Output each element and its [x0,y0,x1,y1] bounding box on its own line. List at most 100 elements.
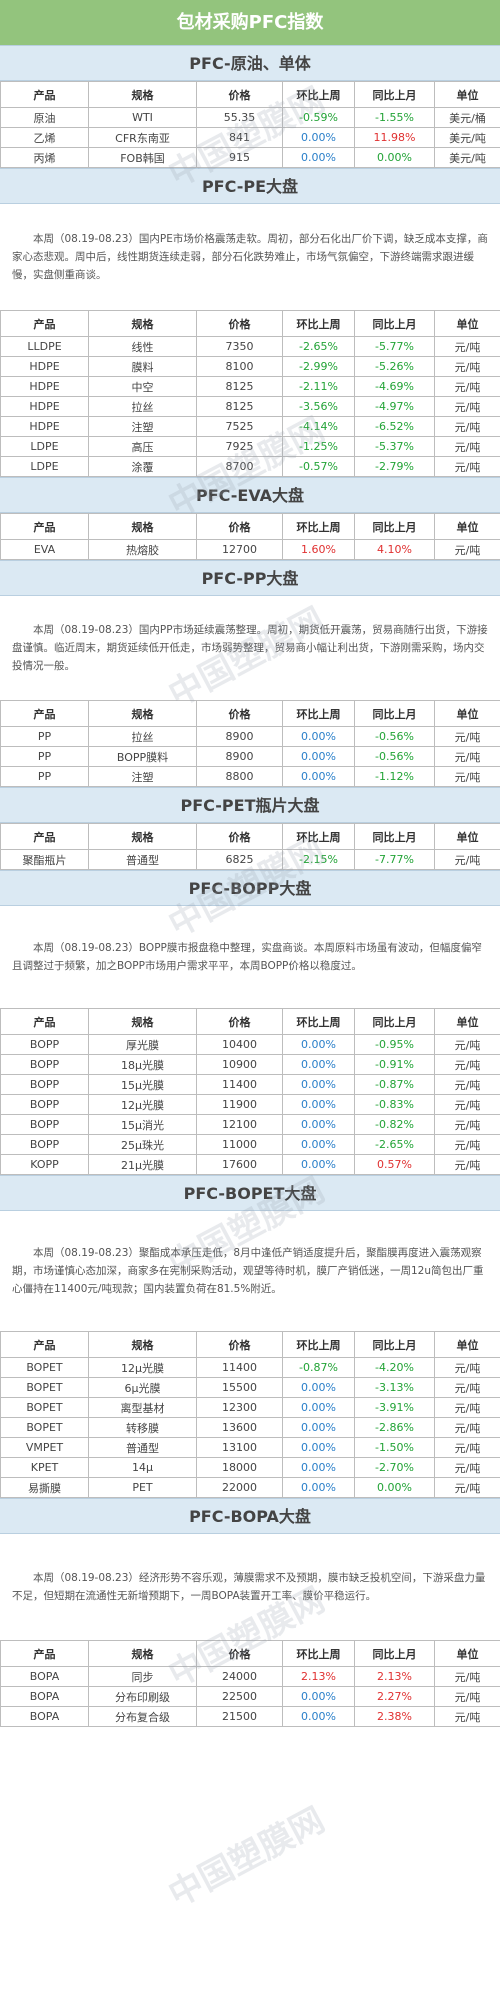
table-cell: KPET [0,1457,89,1478]
table-cell: 0.00% [282,1074,355,1095]
table-cell: 0.00% [282,1706,355,1727]
table-cell: 注塑 [88,766,197,787]
table-header-row: 产品 规格 价格 环比上周 同比上月 单位 [0,81,500,108]
table-cell: HDPE [0,396,89,417]
table-cell: 元/吨 [434,849,500,870]
table-cell: BOPP [0,1074,89,1095]
column-header: 单位 [434,1640,500,1667]
table-cell: -1.12% [354,766,435,787]
section-intro: 本周（08.19-08.23）BOPP膜市报盘稳中整理，实盘商谈。本周原料市场虽… [12,942,482,972]
table-cell: 0.00% [282,1397,355,1418]
table-cell: 0.00% [354,147,435,168]
table-header-row: 产品 规格 价格 环比上周 同比上月 单位 [0,513,500,540]
table-cell: -0.57% [282,456,355,477]
column-header: 规格 [88,310,197,337]
table-cell: 15μ光膜 [88,1074,197,1095]
table-cell: 转移膜 [88,1417,197,1438]
table-cell: 拉丝 [88,726,197,747]
table-cell: 分布印刷级 [88,1686,197,1707]
section-intro: 本周（08.19-08.23）国内PP市场延续震荡整理。周初，期货低开震荡，贸易… [12,624,488,672]
column-header: 单位 [434,513,500,540]
table-cell: -0.95% [354,1034,435,1055]
price-table: 产品 规格 价格 环比上周 同比上月 单位 BOPP 厚光膜 10400 0.00% -0.95% 元… [0,1008,500,1175]
table-cell: -2.65% [282,336,355,357]
table-cell: 元/吨 [434,1706,500,1727]
table-cell: 2.38% [354,1706,435,1727]
section-intro: 本周（08.19-08.23）聚酯成本承压走低，8月中逢低产销适度提升后，聚酯膜… [12,1247,484,1295]
table-cell: 美元/桶 [434,107,500,128]
table-cell: 12700 [196,539,283,560]
table-cell: 22500 [196,1686,283,1707]
table-cell: 热熔胶 [88,539,197,560]
section-intro: 本周（08.19-08.23）国内PE市场价格震荡走软。周初，部分石化出厂价下调… [12,233,488,281]
column-header: 产品 [0,81,89,108]
table-cell: 18μ光膜 [88,1054,197,1075]
table-cell: BOPP [0,1034,89,1055]
table-header-row: 产品 规格 价格 环比上周 同比上月 单位 [0,700,500,727]
table-cell: 25μ珠光 [88,1134,197,1155]
table-cell: 元/吨 [434,1417,500,1438]
table-cell: -2.79% [354,456,435,477]
table-cell: VMPET [0,1437,89,1458]
table-cell: 12μ光膜 [88,1357,197,1378]
column-header: 价格 [196,81,283,108]
table-cell: -0.87% [282,1357,355,1378]
table-cell: BOPP [0,1054,89,1075]
table-cell: 元/吨 [434,1094,500,1115]
table-header-row: 产品 规格 价格 环比上周 同比上月 单位 [0,823,500,850]
price-table: 产品 规格 价格 环比上周 同比上月 单位 BOPET 12μ光膜 11400 -0.87% -4.… [0,1331,500,1498]
column-header: 产品 [0,823,89,850]
section-title: PFC-EVA大盘 [0,477,500,513]
table-cell: -2.65% [354,1134,435,1155]
table-cell: 0.00% [282,766,355,787]
table-cell: 0.00% [282,1417,355,1438]
table-cell: 10400 [196,1034,283,1055]
table-cell: PP [0,746,89,767]
table-cell: 元/吨 [434,746,500,767]
table-cell: -2.11% [282,376,355,397]
table-row: BOPP 15μ光膜 11400 0.00% -0.87% 元/吨 [0,1074,500,1095]
table-cell: 涂覆 [88,456,197,477]
table-cell: BOPA [0,1686,89,1707]
table-cell: 元/吨 [434,396,500,417]
column-header: 环比上周 [282,823,355,850]
table-cell: -1.25% [282,436,355,457]
table-cell: 元/吨 [434,1034,500,1055]
column-header: 同比上月 [354,1331,435,1358]
section-title: PFC-PP大盘 [0,560,500,596]
table-cell: 11.98% [354,127,435,148]
table-cell: 21μ光膜 [88,1154,197,1175]
table-cell: 元/吨 [434,1357,500,1378]
table-cell: 0.00% [282,1377,355,1398]
table-cell: 0.00% [282,127,355,148]
column-header: 产品 [0,1640,89,1667]
table-row: BOPP 12μ光膜 11900 0.00% -0.83% 元/吨 [0,1094,500,1115]
table-row: BOPET 12μ光膜 11400 -0.87% -4.20% 元/吨 [0,1357,500,1378]
table-cell: 15μ消光 [88,1114,197,1135]
table-cell: 11900 [196,1094,283,1115]
table-cell: -4.69% [354,376,435,397]
column-header: 环比上周 [282,81,355,108]
table-cell: 元/吨 [434,1074,500,1095]
column-header: 环比上周 [282,310,355,337]
table-cell: -4.20% [354,1357,435,1378]
table-cell: 6μ光膜 [88,1377,197,1398]
section-title: PFC-原油、单体 [0,45,500,81]
table-header-row: 产品 规格 价格 环比上周 同比上月 单位 [0,310,500,337]
table-cell: 12100 [196,1114,283,1135]
table-cell: KOPP [0,1154,89,1175]
table-cell: 元/吨 [434,1377,500,1398]
table-cell: 注塑 [88,416,197,437]
table-row: BOPP 25μ珠光 11000 0.00% -2.65% 元/吨 [0,1134,500,1155]
price-table: 产品 规格 价格 环比上周 同比上月 单位 EVA 热熔胶 12700 1.60% 4.10% 元/吨 [0,513,500,560]
table-cell: 14μ [88,1457,197,1478]
column-header: 规格 [88,1640,197,1667]
column-header: 环比上周 [282,1640,355,1667]
table-cell: BOPP [0,1134,89,1155]
table-cell: 0.00% [282,1094,355,1115]
table-row: 易撕膜 PET 22000 0.00% 0.00% 元/吨 [0,1477,500,1498]
table-cell: -0.59% [282,107,355,128]
table-cell: 元/吨 [434,1054,500,1075]
table-cell: 易撕膜 [0,1477,89,1498]
table-cell: 2.13% [282,1666,355,1687]
